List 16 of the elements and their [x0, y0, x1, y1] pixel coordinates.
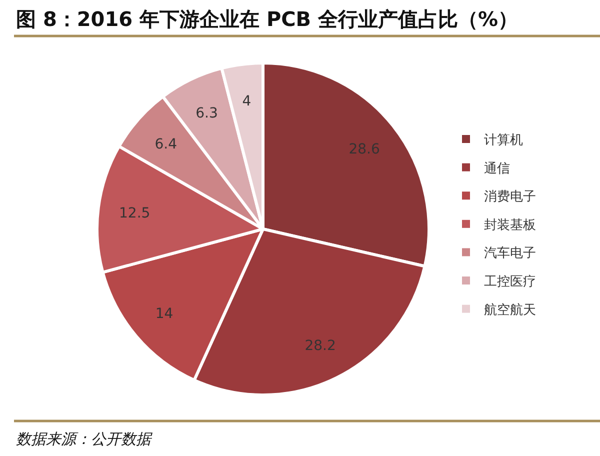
data-label: 28.2: [304, 338, 336, 354]
data-label: 6.4: [154, 136, 178, 152]
chart-title: 图 8：2016 年下游企业在 PCB 全行业产值占比（%）: [16, 7, 518, 31]
data-label: 14: [155, 306, 174, 322]
legend-label: 通信: [484, 161, 510, 176]
source-note: 数据来源：公开数据: [16, 430, 153, 448]
legend-label: 工控医疗: [484, 274, 536, 290]
data-label: 6.3: [196, 105, 218, 122]
legend-label: 汽车电子: [484, 246, 536, 262]
data-label: 4: [242, 94, 252, 110]
legend-label: 封装基板: [484, 218, 536, 233]
data-label: 12.5: [119, 205, 150, 222]
legend-label: 计算机: [484, 133, 523, 148]
legend-label: 消费电子: [484, 190, 536, 205]
data-label: 28.6: [348, 141, 380, 158]
legend-label: 航空航天: [484, 302, 536, 318]
